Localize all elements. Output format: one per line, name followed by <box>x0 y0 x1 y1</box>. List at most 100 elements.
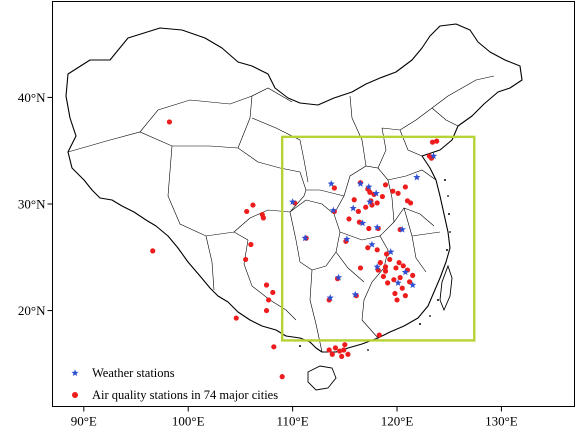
air-station-point <box>271 344 277 350</box>
air-station-point <box>345 351 351 357</box>
air-station-point <box>377 260 383 266</box>
weather-station-star <box>329 206 337 214</box>
weather-station-star <box>409 281 417 289</box>
air-station-point <box>263 282 270 288</box>
air-station-point <box>260 215 266 221</box>
x-tick-label: 130°E <box>485 414 518 429</box>
china-boundaries <box>65 23 523 391</box>
legend: Weather stations Air quality stations in… <box>71 366 278 402</box>
air-station-point <box>397 274 403 281</box>
weather-station-star <box>301 234 309 242</box>
weather-station-star <box>372 189 380 197</box>
air-station-point <box>379 193 386 200</box>
x-tick-label: 90°E <box>71 414 97 429</box>
air-station-point <box>406 279 413 285</box>
weather-station-star <box>349 204 357 212</box>
air-station-point <box>166 119 173 125</box>
y-tick-label: 20°N <box>18 303 46 318</box>
weather-station-star <box>326 293 334 301</box>
air-station-point <box>342 342 348 348</box>
legend-weather-label: Weather stations <box>92 366 175 380</box>
weather-station-star <box>387 248 395 256</box>
air-station-point <box>395 190 401 196</box>
air-station-point <box>390 188 396 194</box>
weather-station-star <box>373 263 381 270</box>
weather-station-star <box>334 273 343 281</box>
air-station-point <box>248 241 254 248</box>
weather-station-star <box>289 198 297 205</box>
air-station-point <box>383 251 390 257</box>
air-station-point <box>391 277 397 283</box>
air-station-point <box>351 197 357 203</box>
air-station-point <box>243 256 249 263</box>
air-station-point <box>150 248 156 254</box>
air-station-point <box>376 332 382 338</box>
air-station-point <box>346 216 352 222</box>
air-station-point <box>357 265 364 271</box>
air-station-point <box>266 297 272 303</box>
legend-weather-star <box>71 369 79 377</box>
air-station-point <box>341 347 347 353</box>
air-station-point <box>329 351 335 357</box>
air-station-point <box>400 263 406 269</box>
air-station-point <box>385 280 391 286</box>
air-station-point <box>374 247 380 253</box>
province-boundaries <box>67 75 495 353</box>
x-tick-label: 120°E <box>381 414 414 429</box>
air-station-point <box>407 200 414 206</box>
air-station-point <box>374 200 380 206</box>
air-station-point <box>365 245 371 251</box>
air-station-point <box>393 265 399 271</box>
air-station-point <box>429 139 436 145</box>
air-station-point <box>332 345 339 351</box>
air-station-point <box>402 184 408 190</box>
weather-station-star <box>394 279 402 286</box>
air-station-point <box>366 225 372 232</box>
air-station-point <box>375 267 381 273</box>
weather-station-star <box>365 183 373 191</box>
air-station-point <box>382 182 389 188</box>
weather-station-star <box>327 179 335 187</box>
air-station-point <box>279 374 285 380</box>
air-station-point <box>363 204 369 210</box>
weather-station-star <box>358 219 367 227</box>
x-tick-label: 100°E <box>172 414 205 429</box>
weather-station-star <box>368 240 376 248</box>
taiwan-island <box>439 264 453 312</box>
air-station-point <box>382 264 389 270</box>
weather-station-star <box>373 223 381 231</box>
air-station-point <box>396 260 402 266</box>
weather-station-star <box>401 268 409 276</box>
air-station-point <box>270 289 276 296</box>
air-station-point <box>250 202 256 208</box>
air-station-point <box>382 268 389 274</box>
y-tick-label: 40°N <box>18 90 46 105</box>
study-region-box <box>280 135 476 342</box>
x-tick-label: 110°E <box>277 414 309 429</box>
air-station-point <box>337 348 343 354</box>
hainan-island <box>307 365 337 391</box>
national-boundary <box>65 23 523 353</box>
air-station-point <box>387 256 393 263</box>
air-station-point <box>244 208 250 215</box>
air-station-point <box>233 315 239 321</box>
air-station-point <box>380 273 387 280</box>
air-station-point <box>394 297 400 303</box>
air-station-point <box>399 285 405 291</box>
air-station-point <box>326 347 332 353</box>
axis-ticks: 90°E 100°E 110°E 120°E 130°E 40°N 30°N 20°N <box>18 90 518 429</box>
air-station-point <box>402 293 408 299</box>
y-tick-label: 30°N <box>18 197 46 212</box>
weather-station-star <box>398 225 406 233</box>
air-station-point <box>263 307 270 314</box>
weather-station-star <box>366 198 374 205</box>
study-box-rect <box>280 135 476 342</box>
weather-station-star <box>343 235 351 243</box>
legend-air-symbol <box>72 392 78 398</box>
weather-station-markers <box>289 152 438 301</box>
weather-station-star <box>429 152 438 160</box>
air-station-point <box>410 272 416 279</box>
weather-station-star <box>351 290 359 298</box>
air-station-point <box>339 353 345 360</box>
